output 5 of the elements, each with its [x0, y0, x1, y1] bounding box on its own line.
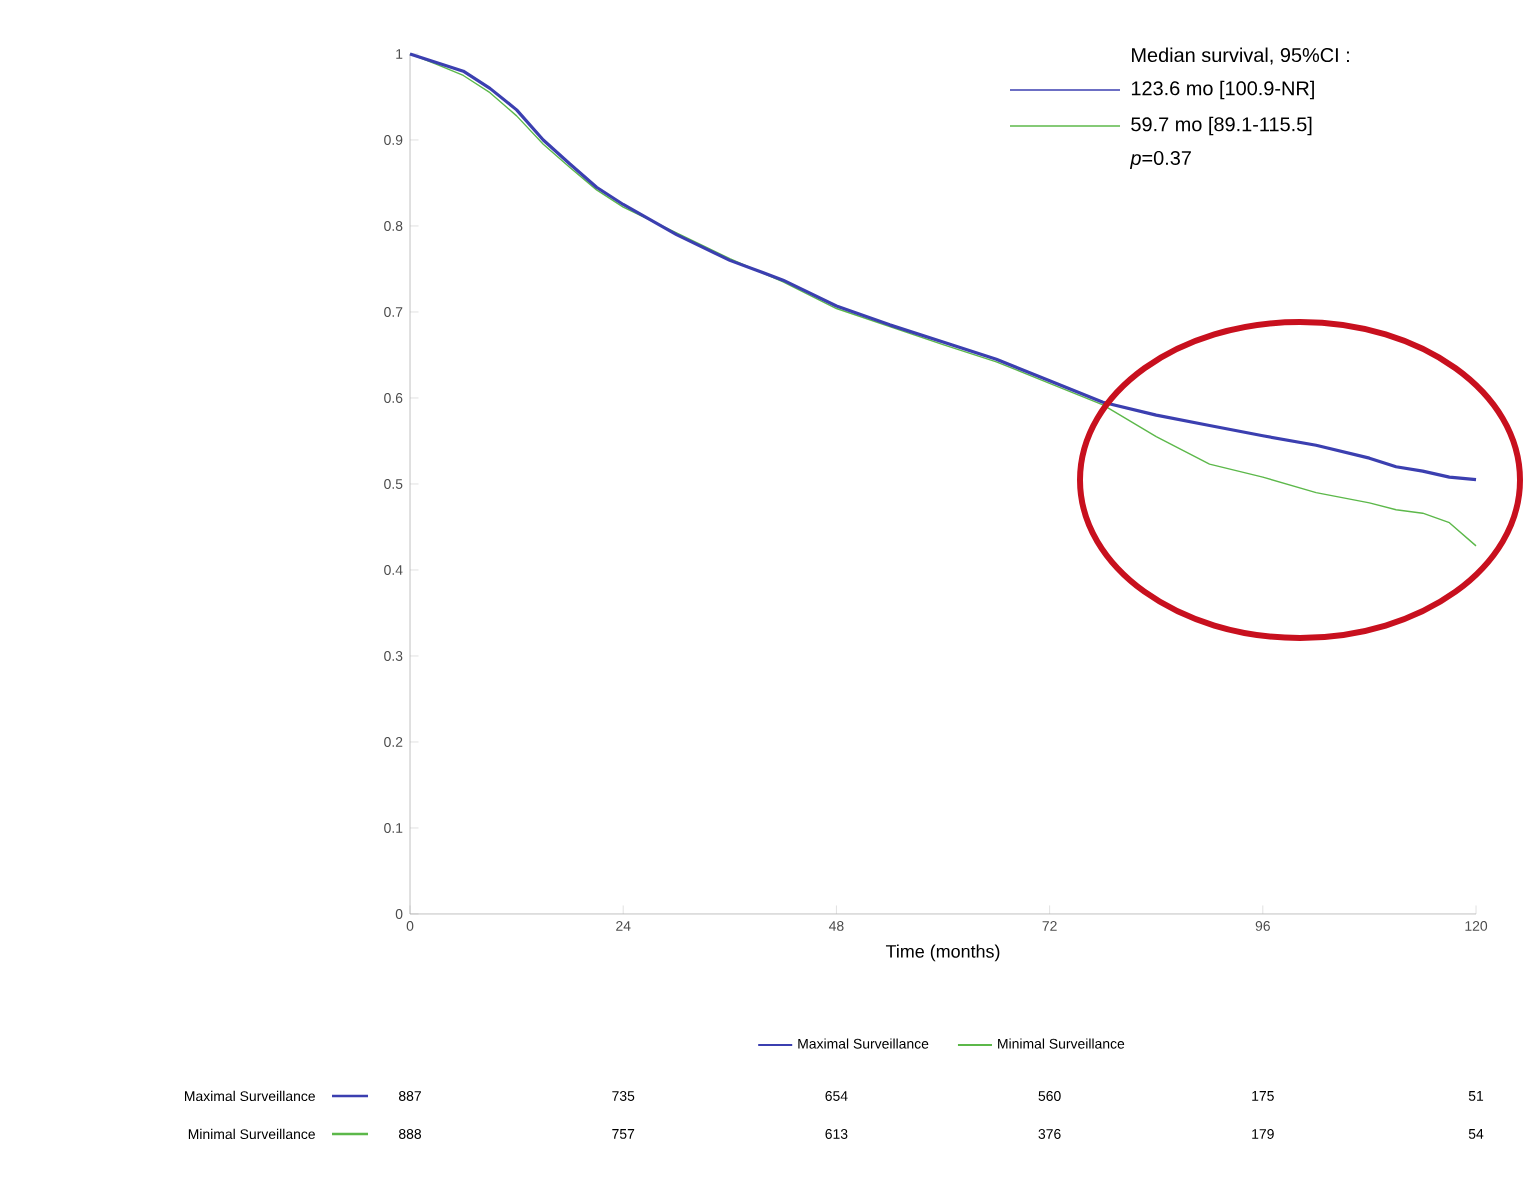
x-axis-title: Time (months) — [885, 944, 1000, 962]
annotation: 59.7 mo [89.1-115.5] — [1131, 116, 1312, 136]
annotation: p=0.37 — [1129, 150, 1191, 169]
annotation: Median survival, 95%CI : — [1132, 47, 1349, 65]
annotation: 123.6 mo [100.9-NR] — [1131, 80, 1314, 100]
